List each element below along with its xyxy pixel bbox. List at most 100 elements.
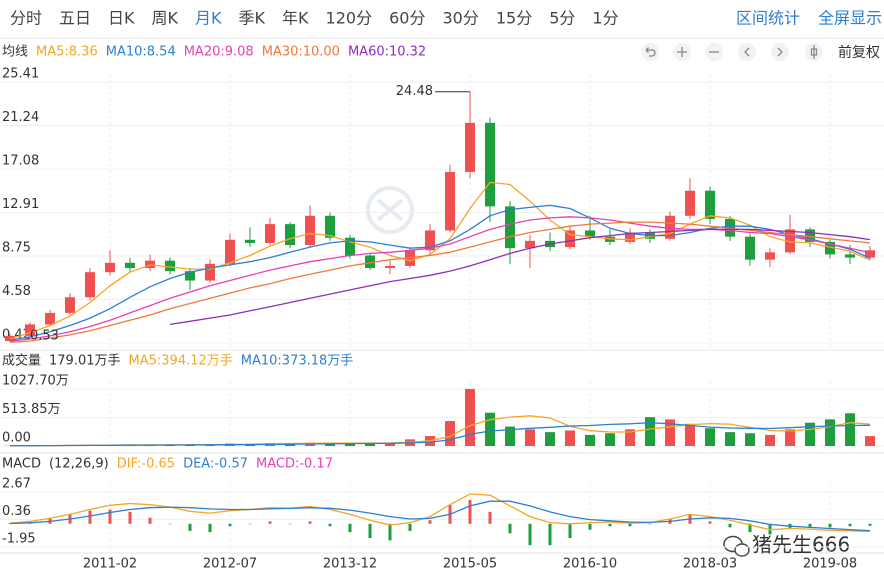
macd-bar [108, 509, 112, 524]
period-tab[interactable]: 60分 [389, 9, 425, 28]
volume-bar [765, 434, 775, 446]
period-tab[interactable]: 年K [282, 9, 309, 28]
y-tick-label: 2.67 [2, 477, 31, 492]
candle-body [585, 230, 595, 237]
candle-body [805, 229, 815, 242]
adjust-mode[interactable]: 前复权 [838, 44, 880, 61]
candle-body [325, 215, 335, 238]
y-tick-label: 25.41 [2, 67, 39, 82]
candle-body [825, 241, 835, 255]
candle-body [85, 272, 95, 298]
volume-bar [505, 426, 515, 446]
macd-bar [508, 523, 512, 534]
ma-line [10, 422, 871, 447]
period-tab[interactable]: 五日 [59, 9, 91, 28]
candle-body [265, 224, 275, 243]
y-tick-label: 8.75 [2, 241, 31, 256]
candle-body [445, 171, 455, 231]
y-tick-label: 12.91 [2, 197, 39, 212]
macd-bar [588, 523, 592, 530]
x-tick-label: 2013-12 [323, 557, 377, 572]
legend-item: MA30:10.00 [262, 45, 340, 60]
candle-body [845, 254, 855, 258]
period-tab[interactable]: 周K [152, 9, 179, 28]
candle-body [345, 237, 355, 256]
x-tick-label: 2016-10 [563, 557, 617, 572]
macd-bar [748, 523, 752, 533]
macd-bar [368, 523, 372, 539]
candle-body [385, 265, 395, 269]
legend-item: 均线 [2, 45, 28, 60]
toolbar-action[interactable]: 区间统计 [736, 9, 800, 28]
candle-body [25, 324, 35, 336]
x-tick-label: 2011-02 [83, 557, 137, 572]
macd-bar [88, 510, 92, 524]
period-tab[interactable]: 30分 [442, 9, 478, 28]
volume-bar [865, 436, 875, 446]
ma-line [9, 493, 871, 533]
macd-bar [408, 523, 412, 531]
legend-item: MA5:8.36 [36, 45, 98, 60]
zoom-in-button[interactable] [673, 43, 691, 61]
macd-bar [628, 523, 632, 527]
y-tick-label: 513.85万 [2, 402, 61, 417]
candle-body [505, 206, 515, 249]
candle-body [165, 260, 175, 272]
volume-bar [725, 432, 735, 446]
y-tick-label: 0.36 [2, 504, 31, 519]
macd-bar [228, 523, 232, 527]
toolbar-action[interactable]: 全屏显示 [818, 9, 882, 28]
ma-line [9, 181, 871, 340]
candle-body [65, 297, 75, 313]
volume-bar [445, 421, 455, 446]
scroll-right-button[interactable] [771, 43, 789, 61]
volume-bar [845, 413, 855, 446]
volume-bar [685, 423, 695, 446]
candle-body [285, 224, 295, 246]
macd-bar [308, 521, 312, 524]
macd-bar [428, 520, 432, 524]
undo-button[interactable] [641, 43, 659, 61]
volume-bar [565, 430, 575, 446]
macd-bar [848, 523, 852, 527]
period-tab[interactable]: 分时 [10, 9, 42, 28]
volume-bar [325, 442, 335, 446]
period-tab[interactable]: 120分 [326, 9, 373, 28]
period-tab[interactable]: 5分 [549, 9, 575, 28]
max-label: 24.48 [396, 84, 433, 99]
candle-body [245, 239, 255, 243]
volume-bar [485, 412, 495, 446]
period-tab[interactable]: 1分 [592, 9, 618, 28]
ma-line [9, 221, 871, 343]
candle-body [865, 250, 875, 258]
candle-body [785, 229, 795, 253]
macd-bar [168, 523, 172, 525]
macd-bar [868, 523, 872, 526]
legend-item: MA10:8.54 [106, 45, 176, 60]
legend-item: 179.01万手 [49, 354, 121, 369]
legend-item: MACD [2, 457, 41, 472]
legend-item: MA5:394.12万手 [129, 354, 233, 369]
y-tick-label: 17.08 [2, 154, 39, 169]
volume-bar [705, 428, 715, 446]
macd-bar [288, 523, 292, 525]
candle-style-button[interactable] [805, 43, 823, 61]
period-tab[interactable]: 15分 [496, 9, 532, 28]
period-tab[interactable]: 季K [239, 9, 266, 28]
candle-body [125, 262, 135, 269]
legend-item: DEA:-0.57 [183, 457, 248, 472]
macd-bar [808, 523, 812, 528]
period-tab[interactable]: 月K [195, 9, 222, 28]
macd-bar [128, 511, 132, 524]
period-tab[interactable]: 日K [108, 9, 135, 28]
legend-item: MA20:9.08 [184, 45, 254, 60]
ma-line [9, 204, 871, 341]
y-tick-label: 1027.70万 [2, 374, 69, 389]
zoom-out-button[interactable] [705, 43, 723, 61]
candle-body [225, 239, 235, 264]
scroll-left-button[interactable] [738, 43, 756, 61]
candle-body [565, 230, 575, 248]
macd-bar [568, 523, 572, 539]
